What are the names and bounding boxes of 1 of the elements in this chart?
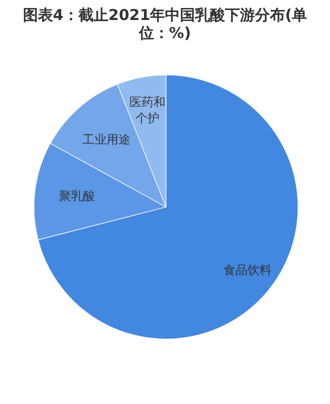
- title: 图表4：截止2021年中国乳酸下游分布(单位：%): [22, 6, 308, 42]
